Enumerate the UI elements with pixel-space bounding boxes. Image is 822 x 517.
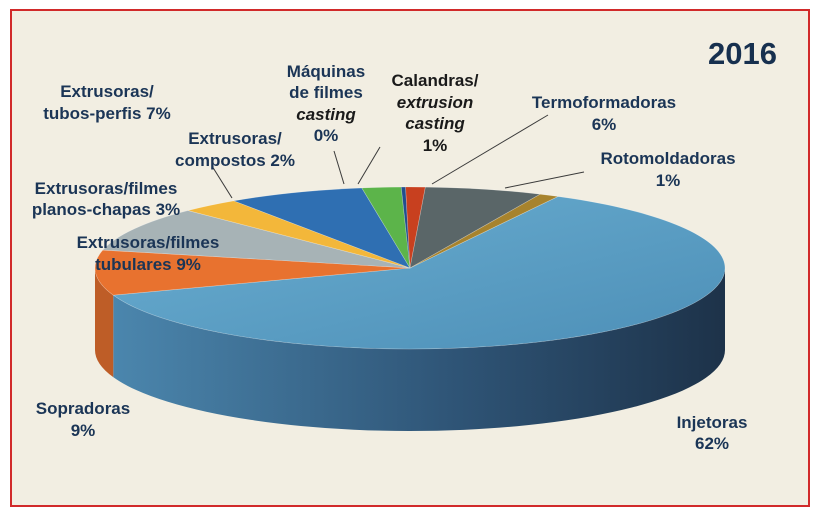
slice-rotomoldadoras xyxy=(409,193,559,269)
chart-year-title: 2016 xyxy=(708,36,777,71)
label-tubulares-line1: Extrusoras/filmes xyxy=(77,233,220,252)
label-maquinas-line4: 0% xyxy=(314,126,339,145)
label-maquinas: Máquinas de filmes casting 0% xyxy=(287,62,365,145)
leader-line-termo xyxy=(431,114,549,185)
slice-side-sopradoras xyxy=(95,268,114,378)
label-compostos-line2: compostos 2% xyxy=(175,151,295,170)
label-roto-line1: Rotomoldadoras xyxy=(600,149,735,168)
label-planos: Extrusoras/filmes planos-chapas 3% xyxy=(32,179,180,219)
label-calandras-line4: 1% xyxy=(423,136,448,155)
slice-calandras-extrusion-casting xyxy=(405,186,426,269)
label-compostos-line1: Extrusoras/ xyxy=(188,129,282,148)
label-termo-line1: Termoformadoras xyxy=(532,93,676,112)
label-termo-line2: 6% xyxy=(592,115,617,134)
leader-lines xyxy=(211,114,585,199)
slice-extrusoras-filmes-tubulares xyxy=(102,210,411,269)
label-maquinas-line3: casting xyxy=(296,105,356,124)
slice-maquinas-de-filmes-casting xyxy=(400,186,411,269)
slice-labels: Injetoras 62% Sopradoras 9% Extrusoras/f… xyxy=(32,62,748,453)
slice-injetoras xyxy=(112,196,726,350)
label-compostos: Extrusoras/ compostos 2% xyxy=(175,129,295,170)
leader-line-maquinas xyxy=(333,150,345,185)
label-calandras-line2: extrusion xyxy=(397,93,474,112)
label-roto-line2: 1% xyxy=(656,171,681,190)
label-tubulares-line2: tubulares 9% xyxy=(95,255,201,274)
label-tubos-line1: Extrusoras/ xyxy=(60,82,154,101)
label-tubulares: Extrusoras/filmes tubulares 9% xyxy=(77,233,220,274)
pie-sides xyxy=(95,268,726,431)
slice-extrusoras-filmes-planos-chapas xyxy=(187,200,411,269)
slice-termoformadoras xyxy=(409,186,542,269)
label-injetoras: Injetoras 62% xyxy=(677,413,748,453)
slice-side-injetoras xyxy=(113,268,726,431)
label-maquinas-line1: Máquinas xyxy=(287,62,365,81)
label-injetoras-line2: 62% xyxy=(695,434,729,453)
label-sopradoras-line2: 9% xyxy=(71,421,96,440)
slice-extrusoras-tubos-perfis xyxy=(232,187,411,269)
label-calandras: Calandras/ extrusion casting 1% xyxy=(392,71,479,155)
slice-sopradoras xyxy=(94,249,411,296)
label-planos-line2: planos-chapas 3% xyxy=(32,200,180,219)
label-calandras-line1: Calandras/ xyxy=(392,71,479,90)
label-tubos: Extrusoras/ tubos-perfis 7% xyxy=(43,82,171,123)
leader-line-calandras xyxy=(357,146,381,185)
label-roto: Rotomoldadoras 1% xyxy=(600,149,735,190)
label-sopradoras: Sopradoras 9% xyxy=(36,399,130,440)
pie-slices xyxy=(94,186,726,350)
slice-extrusoras-compostos xyxy=(361,186,411,269)
label-termo: Termoformadoras 6% xyxy=(532,93,676,134)
label-injetoras-line1: Injetoras xyxy=(677,413,748,432)
label-tubos-line2: tubos-perfis 7% xyxy=(43,104,171,123)
leader-line-roto xyxy=(504,171,585,189)
label-sopradoras-line1: Sopradoras xyxy=(36,399,130,418)
label-maquinas-line2: de filmes xyxy=(289,83,363,102)
leader-line-compostos xyxy=(211,165,233,199)
label-calandras-line3: casting xyxy=(405,114,465,133)
label-planos-line1: Extrusoras/filmes xyxy=(35,179,178,198)
